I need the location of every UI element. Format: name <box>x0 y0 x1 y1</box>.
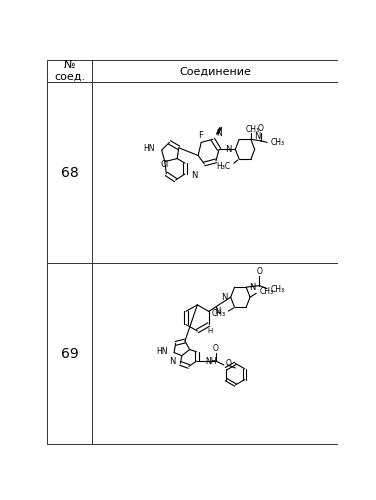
Text: NH: NH <box>205 356 217 366</box>
Text: H: H <box>208 328 213 334</box>
Bar <box>47 82 338 264</box>
Text: №
соед.: № соед. <box>54 60 85 82</box>
Text: 68: 68 <box>61 166 78 180</box>
Text: N: N <box>214 307 221 316</box>
Text: CH₃: CH₃ <box>259 286 273 296</box>
Text: 69: 69 <box>61 347 78 361</box>
Text: HN: HN <box>156 346 168 356</box>
Text: O: O <box>258 124 264 133</box>
Text: N: N <box>225 145 232 154</box>
Text: N: N <box>191 171 197 180</box>
Text: F: F <box>198 131 203 140</box>
Text: Соединение: Соединение <box>179 66 251 76</box>
Text: N: N <box>169 356 176 366</box>
Text: CH₃: CH₃ <box>270 138 284 147</box>
Text: CH₃: CH₃ <box>245 125 259 134</box>
Text: N: N <box>249 282 256 292</box>
Text: CH₃: CH₃ <box>270 285 284 294</box>
Text: H₃C: H₃C <box>216 162 230 171</box>
Text: HN: HN <box>143 144 155 153</box>
Bar <box>47 60 338 82</box>
Text: N: N <box>221 292 227 302</box>
Text: O: O <box>226 359 232 368</box>
Text: O: O <box>256 267 262 276</box>
Text: CH₃: CH₃ <box>211 309 225 318</box>
Text: Cl: Cl <box>161 160 169 169</box>
Text: N: N <box>254 132 260 140</box>
Text: N: N <box>217 128 223 138</box>
Text: O: O <box>213 344 219 353</box>
Bar <box>47 264 338 444</box>
